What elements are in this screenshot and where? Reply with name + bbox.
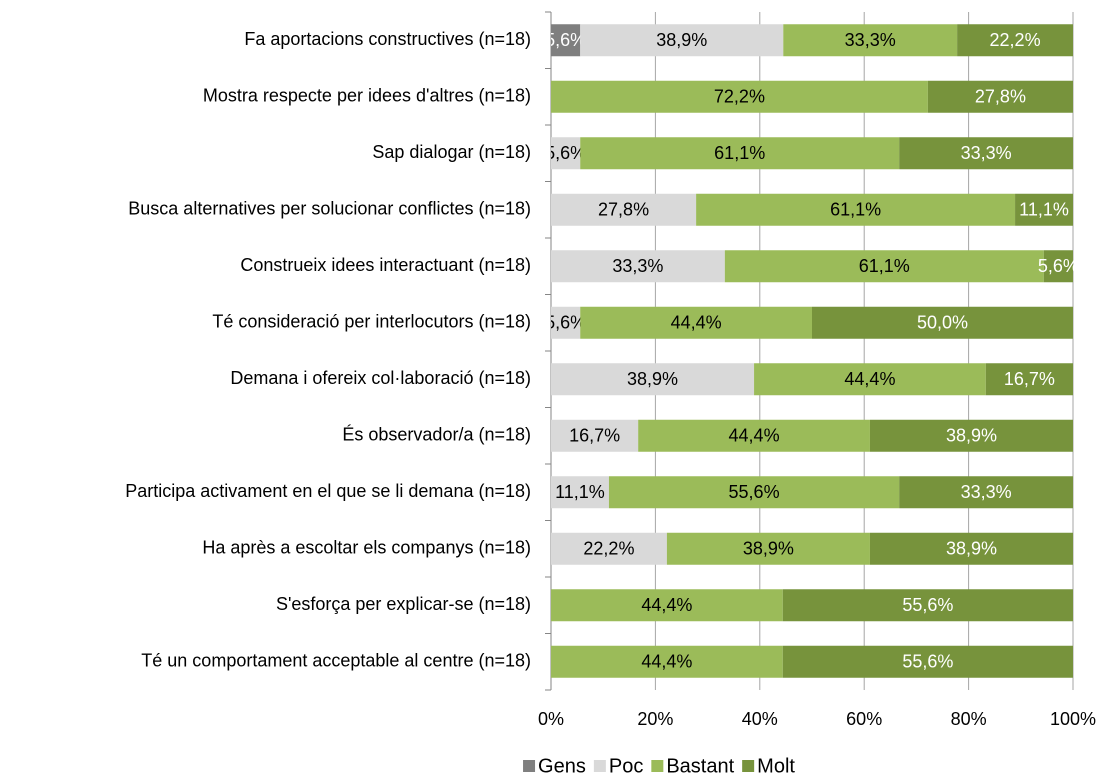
bar-segment (580, 137, 900, 170)
bar-segment (666, 532, 870, 565)
data-label: 38,9% (656, 30, 707, 50)
y-tick-label: Construeix idees interactuant (n=18) (240, 255, 531, 275)
bar-segment (608, 476, 900, 509)
data-label: 22,2% (990, 30, 1041, 50)
data-label: 11,1% (555, 482, 605, 502)
data-label: 33,3% (961, 482, 1012, 502)
data-label: 61,1% (830, 200, 881, 220)
data-label: 33,3% (961, 143, 1012, 163)
y-tick-label: Demana i ofereix col·laboració (n=18) (230, 368, 531, 388)
data-label: 55,6% (902, 595, 953, 615)
data-label: 11,1% (1019, 200, 1069, 220)
data-label: 44,4% (844, 369, 895, 389)
y-tick-label: Mostra respecte per idees d'altres (n=18… (203, 86, 531, 106)
bars: 5,6% 38,9% 33,3% 22,2% 72,2% 27,8% 5,6% 61,1% 33… (545, 24, 1079, 678)
bar-segment (696, 193, 1016, 226)
data-label: 38,9% (627, 369, 678, 389)
legend: Gens Poc Bastant Molt (523, 755, 795, 777)
bar-segment (551, 476, 609, 509)
data-label: 72,2% (714, 87, 765, 107)
bar-segment (782, 589, 1073, 622)
bar-segment (580, 306, 812, 339)
x-tick-label: 40% (742, 709, 778, 729)
data-label: 38,9% (946, 539, 997, 559)
legend-swatch (742, 760, 755, 772)
bar-segment (869, 532, 1073, 565)
y-tick-label: Ha après a escoltar els companys (n=18) (202, 538, 531, 558)
bar-segment (580, 24, 784, 57)
x-tick-label: 20% (637, 709, 673, 729)
bar-segment (754, 363, 986, 396)
data-label: 27,8% (975, 87, 1026, 107)
legend-swatch (593, 760, 606, 772)
bar-segment (957, 24, 1073, 57)
legend-swatch (651, 760, 664, 772)
y-tick-label: Participa activament en el que se li dem… (125, 481, 531, 501)
x-tick-label: 0% (538, 709, 564, 729)
bar-segment (551, 24, 581, 57)
bar-segment (551, 419, 639, 452)
bar-segment (1015, 193, 1073, 226)
data-label: 50,0% (917, 313, 968, 333)
data-label: 55,6% (729, 482, 780, 502)
data-label: 61,1% (859, 256, 910, 276)
bar-segment (551, 363, 755, 396)
data-label: 33,3% (612, 256, 663, 276)
bar-segment (551, 306, 581, 339)
data-label: 38,9% (946, 426, 997, 446)
data-label: 44,4% (641, 595, 692, 615)
y-tick-label: Busca alternatives per solucionar confli… (128, 199, 531, 219)
x-tick-label: 60% (846, 709, 882, 729)
data-label: 38,9% (743, 539, 794, 559)
y-tick-label: És observador/a (n=18) (342, 425, 531, 445)
data-label: 55,6% (902, 652, 953, 672)
bar-segment (551, 137, 581, 170)
bar-segment (985, 363, 1073, 396)
legend-swatch (523, 760, 536, 772)
bar-segment (551, 589, 783, 622)
data-label: 61,1% (714, 143, 765, 163)
data-label: 5,6% (545, 313, 586, 333)
legend-label: Molt (757, 755, 795, 777)
data-label: 5,6% (545, 143, 586, 163)
bar-segment (782, 645, 1073, 678)
y-tick-label: Té un comportament acceptable al centre … (141, 651, 531, 671)
y-tick-label: Té consideració per interlocutors (n=18) (212, 312, 531, 332)
bar-segment (724, 250, 1044, 283)
y-tick-label: Sap dialogar (n=18) (372, 142, 531, 162)
bar-segment (551, 532, 667, 565)
data-label: 5,6% (545, 30, 586, 50)
legend-label: Gens (538, 755, 586, 777)
data-label: 5,6% (1038, 256, 1079, 276)
x-tick-label: 100% (1050, 709, 1096, 729)
bar-segment (899, 137, 1073, 170)
data-label: 16,7% (1004, 369, 1055, 389)
x-tick-label: 80% (951, 709, 987, 729)
data-label: 44,4% (671, 313, 722, 333)
legend-label: Bastant (666, 755, 734, 777)
bar-segment (812, 306, 1073, 339)
y-tick-label: S'esforça per explicar-se (n=18) (276, 594, 531, 614)
data-label: 27,8% (598, 200, 649, 220)
data-label: 44,4% (641, 652, 692, 672)
bar-segment (551, 80, 928, 113)
bar-segment (1043, 250, 1073, 283)
bar-segment (551, 193, 697, 226)
bar-segment (869, 419, 1073, 452)
data-label: 33,3% (845, 30, 896, 50)
bar-segment (638, 419, 870, 452)
bar-segment (899, 476, 1073, 509)
bar-segment (783, 24, 958, 57)
bar-segment (927, 80, 1073, 113)
bar-segment (551, 645, 783, 678)
data-label: 22,2% (583, 539, 634, 559)
bar-segment (551, 250, 725, 283)
data-label: 44,4% (729, 426, 780, 446)
y-tick-label: Fa aportacions constructives (n=18) (244, 29, 531, 49)
legend-label: Poc (609, 755, 643, 777)
data-label: 16,7% (569, 426, 620, 446)
